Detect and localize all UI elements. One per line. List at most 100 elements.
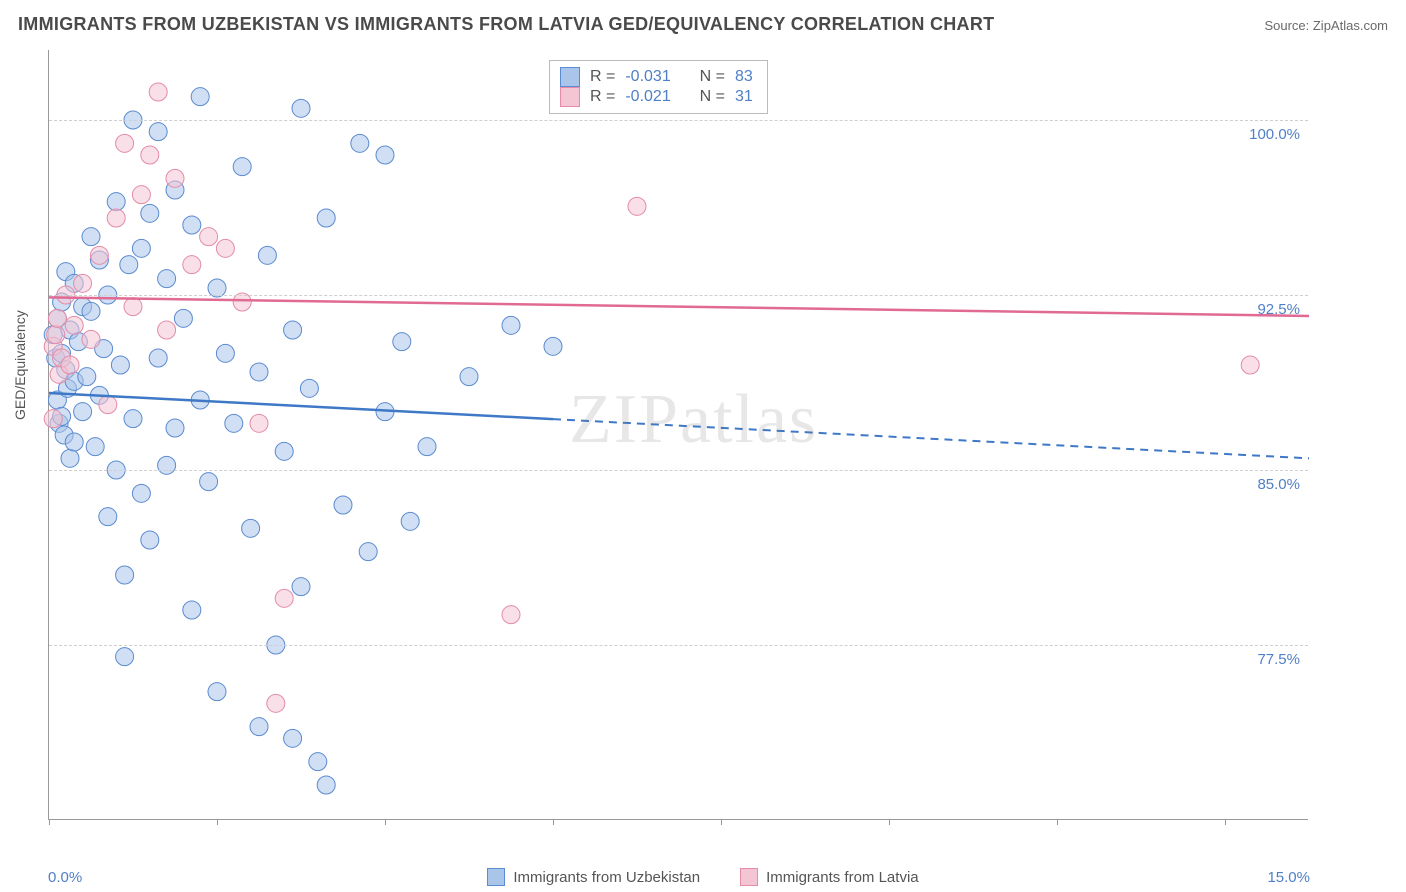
data-point	[292, 578, 310, 596]
data-point	[74, 274, 92, 292]
data-point	[183, 256, 201, 274]
stat-row: R =-0.021 N =31	[560, 87, 753, 107]
legend-swatch	[740, 868, 758, 886]
legend: Immigrants from UzbekistanImmigrants fro…	[0, 868, 1406, 886]
x-tick	[889, 819, 890, 825]
data-point	[107, 193, 125, 211]
data-point	[116, 648, 134, 666]
y-tick-label: 92.5%	[1257, 301, 1300, 318]
x-tick	[1225, 819, 1226, 825]
x-tick	[721, 819, 722, 825]
data-point	[132, 484, 150, 502]
data-point	[132, 186, 150, 204]
data-point	[351, 134, 369, 152]
data-point	[544, 337, 562, 355]
data-point	[418, 438, 436, 456]
x-tick	[217, 819, 218, 825]
data-point	[86, 438, 104, 456]
data-point	[149, 349, 167, 367]
data-point	[376, 146, 394, 164]
data-point	[166, 419, 184, 437]
legend-swatch	[487, 868, 505, 886]
data-point	[284, 321, 302, 339]
data-point	[317, 209, 335, 227]
legend-item: Immigrants from Uzbekistan	[487, 868, 700, 886]
stat-n-value: 31	[735, 88, 753, 106]
x-tick	[49, 819, 50, 825]
data-point	[401, 512, 419, 530]
series-swatch	[560, 87, 580, 107]
data-point	[309, 753, 327, 771]
stat-label: R =	[590, 68, 615, 86]
data-point	[393, 333, 411, 351]
data-point	[1241, 356, 1259, 374]
data-point	[216, 344, 234, 362]
data-point	[250, 718, 268, 736]
data-point	[116, 134, 134, 152]
data-point	[99, 396, 117, 414]
title-bar: IMMIGRANTS FROM UZBEKISTAN VS IMMIGRANTS…	[18, 14, 1388, 35]
data-point	[141, 146, 159, 164]
data-point	[250, 414, 268, 432]
data-point	[111, 356, 129, 374]
data-point	[124, 410, 142, 428]
series-swatch	[560, 67, 580, 87]
data-point	[158, 456, 176, 474]
gridline	[49, 470, 1308, 471]
data-point	[242, 519, 260, 537]
data-point	[284, 729, 302, 747]
correlation-stat-box: R =-0.031 N =83R =-0.021 N =31	[549, 60, 768, 114]
data-point	[460, 368, 478, 386]
x-tick	[553, 819, 554, 825]
data-point	[183, 216, 201, 234]
data-point	[208, 683, 226, 701]
data-point	[61, 356, 79, 374]
source-label: Source: ZipAtlas.com	[1264, 18, 1388, 33]
legend-label: Immigrants from Uzbekistan	[513, 869, 700, 886]
data-point	[149, 83, 167, 101]
plot-area: ZIPatlas R =-0.031 N =83R =-0.021 N =31 …	[48, 50, 1308, 820]
x-tick	[385, 819, 386, 825]
data-point	[200, 228, 218, 246]
data-point	[166, 169, 184, 187]
data-point	[250, 363, 268, 381]
data-point	[275, 589, 293, 607]
data-point	[267, 694, 285, 712]
stat-r-value: -0.031	[625, 68, 670, 86]
y-axis-label: GED/Equivalency	[12, 310, 28, 420]
data-point	[65, 433, 83, 451]
data-point	[158, 321, 176, 339]
data-point	[47, 326, 65, 344]
data-point	[275, 442, 293, 460]
gridline	[49, 295, 1308, 296]
data-point	[359, 543, 377, 561]
data-point	[502, 606, 520, 624]
data-point	[258, 246, 276, 264]
y-tick-label: 100.0%	[1249, 126, 1300, 143]
stat-label: N =	[700, 68, 725, 86]
chart-title: IMMIGRANTS FROM UZBEKISTAN VS IMMIGRANTS…	[18, 14, 994, 35]
data-point	[65, 316, 83, 334]
data-point	[216, 239, 234, 257]
stat-r-value: -0.021	[625, 88, 670, 106]
data-point	[628, 197, 646, 215]
data-point	[191, 88, 209, 106]
data-point	[334, 496, 352, 514]
data-point	[183, 601, 201, 619]
gridline	[49, 120, 1308, 121]
data-point	[132, 239, 150, 257]
data-point	[82, 228, 100, 246]
data-point	[99, 508, 117, 526]
data-point	[120, 256, 138, 274]
data-point	[233, 158, 251, 176]
stat-row: R =-0.031 N =83	[560, 67, 753, 87]
stat-label: R =	[590, 88, 615, 106]
data-point	[225, 414, 243, 432]
data-point	[61, 449, 79, 467]
data-point	[141, 531, 159, 549]
data-point	[82, 330, 100, 348]
data-point	[300, 379, 318, 397]
data-point	[82, 302, 100, 320]
data-point	[200, 473, 218, 491]
data-point	[44, 410, 62, 428]
